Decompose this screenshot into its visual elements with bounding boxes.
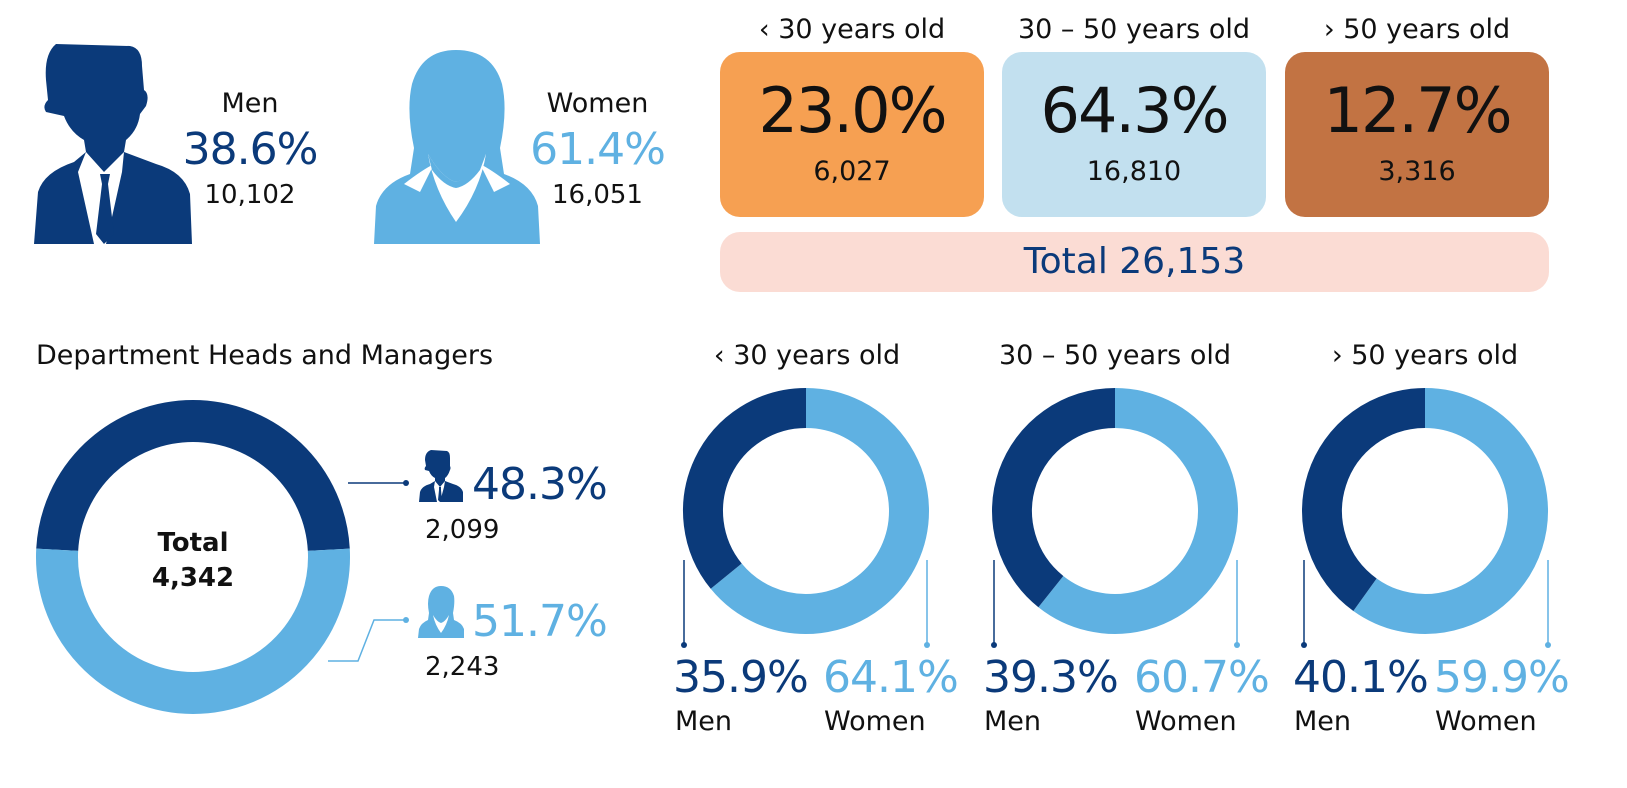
ring-over-50-slice-women [1353, 388, 1548, 634]
ring-under-30-women-percent: 64.1% [823, 652, 959, 703]
ring-30-50-women-label: Women [1135, 706, 1237, 737]
man-silhouette-icon [34, 44, 192, 244]
ring-30-50-slice-women [1038, 388, 1238, 634]
age-box-over-50: 12.7% 3,316 [1285, 52, 1549, 217]
ring-over-50-women-percent: 59.9% [1434, 652, 1570, 703]
men-count: 10,102 [204, 180, 296, 210]
ring-chart-under-30 [683, 388, 929, 634]
women-count: 16,051 [552, 180, 643, 210]
ring-30-50-women-percent: 60.7% [1134, 652, 1270, 703]
managers-men-leader-dot [403, 480, 409, 486]
age-count-under-30: 6,027 [813, 156, 891, 187]
managers-total-label: Total [157, 528, 228, 558]
ring-title-under-30: ‹ 30 years old [713, 340, 901, 371]
ring-30-50-men-percent: 39.3% [983, 652, 1119, 703]
women-percent: 61.4% [530, 124, 666, 175]
man-small-icon [419, 450, 463, 502]
managers-section-title: Department Heads and Managers [36, 340, 494, 371]
ring-under-30-men-dot [681, 642, 687, 648]
age-count-30-50: 16,810 [1086, 156, 1182, 187]
managers-women-leader-line [328, 619, 404, 662]
ring-under-30-slice-men [683, 388, 807, 589]
ring-over-50-slice-men [1302, 388, 1426, 611]
age-header-over-50: › 50 years old [1323, 14, 1511, 45]
ring-under-30-slice-women [710, 388, 929, 634]
ring-30-50-women-dot [1234, 642, 1240, 648]
ring-title-30-50: 30 – 50 years old [998, 340, 1231, 371]
ring-title-over-50: › 50 years old [1331, 340, 1519, 371]
age-percent-under-30: 23.0% [758, 74, 948, 147]
ring-30-50-slice-men [992, 388, 1116, 608]
ring-under-30-women-label: Women [824, 706, 926, 737]
ring-chart-30-50 [992, 388, 1238, 634]
ring-over-50-women-dot [1545, 642, 1551, 648]
ring-30-50-men-label: Men [984, 706, 1042, 737]
managers-men-count: 2,099 [425, 515, 500, 545]
ring-over-50-women-label: Women [1435, 706, 1537, 737]
ring-chart-over-50 [1302, 388, 1548, 634]
ring-over-50-men-label: Men [1294, 706, 1352, 737]
managers-donut-slice-men [36, 400, 350, 552]
age-percent-30-50: 64.3% [1040, 74, 1230, 147]
managers-donut-slice-women [36, 548, 350, 714]
managers-women-percent: 51.7% [472, 596, 608, 647]
woman-silhouette-icon [374, 50, 540, 244]
age-box-30-50: 64.3% 16,810 [1002, 52, 1266, 217]
ring-over-50-men-dot [1301, 642, 1307, 648]
age-box-under-30: 23.0% 6,027 [720, 52, 984, 217]
ring-under-30-men-percent: 35.9% [673, 652, 809, 703]
men-percent: 38.6% [182, 124, 319, 175]
age-header-30-50: 30 – 50 years old [1017, 14, 1250, 45]
managers-total-value: 4,342 [152, 563, 234, 593]
managers-women-count: 2,243 [425, 652, 500, 682]
age-header-under-30: ‹ 30 years old [758, 14, 946, 45]
woman-small-icon [418, 586, 464, 638]
ring-under-30-women-dot [924, 642, 930, 648]
ring-over-50-men-percent: 40.1% [1293, 652, 1429, 703]
age-count-over-50: 3,316 [1378, 156, 1456, 187]
ring-under-30-men-label: Men [675, 706, 733, 737]
age-percent-over-50: 12.7% [1323, 74, 1513, 147]
managers-men-percent: 48.3% [472, 459, 608, 510]
women-label: Women [546, 88, 649, 119]
managers-women-leader-dot [403, 617, 409, 623]
ring-30-50-men-dot [991, 642, 997, 648]
total-employees-bar: Total 26,153 [720, 232, 1549, 292]
men-label: Men [221, 88, 279, 119]
